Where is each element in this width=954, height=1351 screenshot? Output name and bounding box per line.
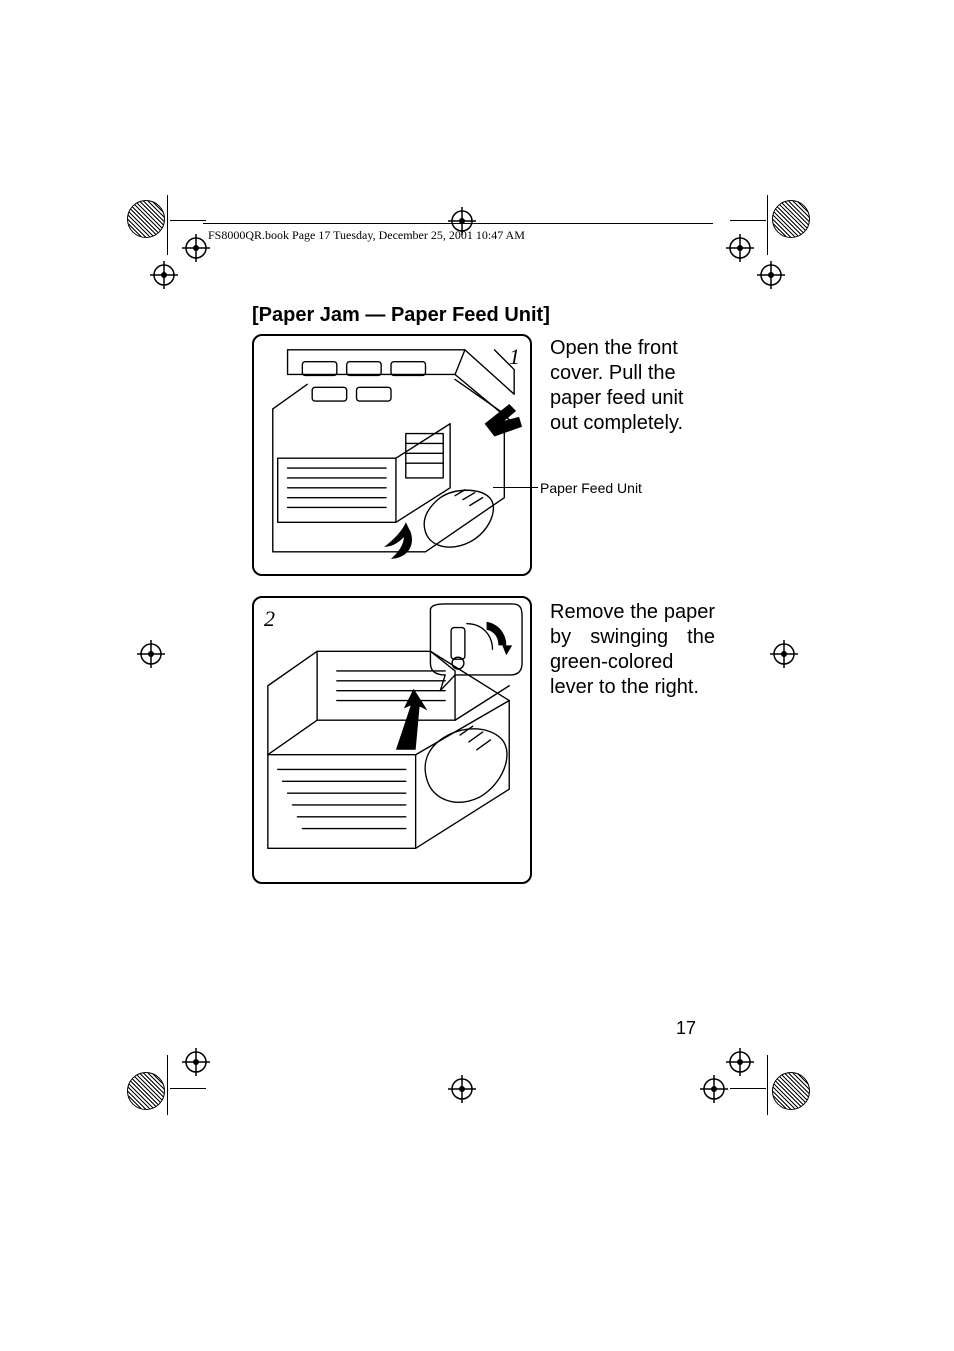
page-number: 17 [676, 1018, 696, 1039]
printer-illustration-icon [258, 340, 526, 571]
registration-mark-icon [726, 1048, 754, 1076]
registration-mark-icon [448, 207, 476, 235]
registration-circle-icon [127, 200, 165, 238]
registration-mark-icon [448, 1075, 476, 1103]
header-text: FS8000QR.book Page 17 Tuesday, December … [208, 228, 525, 243]
crop-line [767, 195, 768, 255]
registration-mark-icon [150, 261, 178, 289]
step-1-text: Open the front cover. Pull the paper fee… [550, 336, 715, 436]
registration-mark-icon [770, 640, 798, 668]
crop-line [167, 1055, 168, 1115]
registration-circle-icon [772, 1072, 810, 1110]
registration-mark-icon [182, 1048, 210, 1076]
registration-circle-icon [772, 200, 810, 238]
registration-mark-icon [726, 234, 754, 262]
crop-line [170, 220, 206, 221]
registration-circle-icon [127, 1072, 165, 1110]
section-title: [Paper Jam — Paper Feed Unit] [252, 304, 550, 327]
document-page: FS8000QR.book Page 17 Tuesday, December … [0, 0, 954, 1351]
registration-mark-icon [700, 1075, 728, 1103]
callout-line [493, 487, 538, 488]
registration-mark-icon [137, 640, 165, 668]
crop-line [730, 220, 766, 221]
crop-line [167, 195, 168, 255]
printer-illustration-icon [258, 602, 526, 878]
figure-1: 1 [252, 334, 532, 576]
crop-line [730, 1088, 766, 1089]
registration-mark-icon [182, 234, 210, 262]
step-2-text: Remove the paper by swinging the green-c… [550, 600, 715, 700]
crop-line [170, 1088, 206, 1089]
crop-line [767, 1055, 768, 1115]
registration-mark-icon [757, 261, 785, 289]
callout-label: Paper Feed Unit [540, 480, 642, 496]
figure-2: 2 [252, 596, 532, 884]
